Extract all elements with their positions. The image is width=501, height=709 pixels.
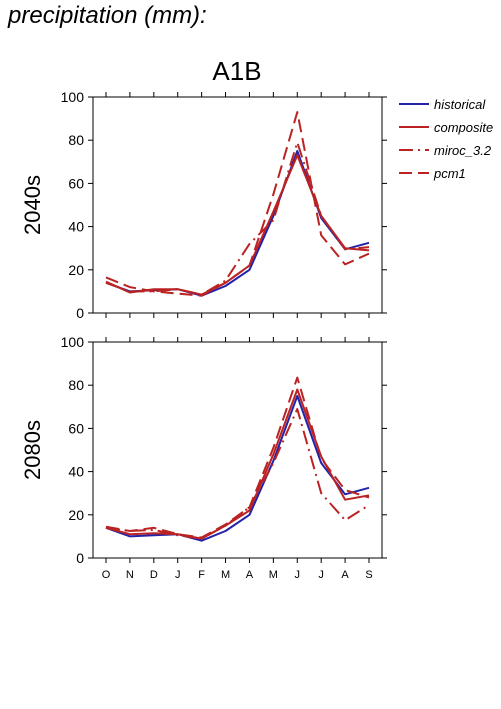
legend-label: historical [434, 97, 486, 112]
plot-frame [92, 96, 383, 314]
y-tick-label: 60 [68, 420, 84, 436]
y-tick-label: 80 [68, 132, 84, 148]
x-tick-label: J [295, 569, 301, 581]
y-tick-label: 80 [68, 377, 84, 393]
legend-entry: miroc_3.2 [399, 143, 492, 158]
x-tick-label: F [198, 569, 205, 581]
series-line-miroc-3-2 [105, 141, 370, 296]
panels-layer: 0 20 40 60 80 100 2040s 0 20 40 60 80 100 O N D J F M A M J J A… [20, 89, 387, 581]
y-tick-label: 20 [68, 262, 84, 278]
y-tick-label: 40 [68, 219, 84, 235]
x-tick-label: A [246, 569, 254, 581]
y-tick-label: 100 [61, 89, 85, 105]
y-axis-label: 2080s [20, 420, 45, 480]
x-tick-label: J [318, 569, 324, 581]
series-line-historical [105, 395, 370, 542]
y-tick-label: 60 [68, 175, 84, 191]
y-tick-label: 0 [76, 550, 84, 566]
x-tick-label: O [102, 569, 111, 581]
y-tick-label: 40 [68, 464, 84, 480]
x-tick-label: M [269, 569, 278, 581]
y-tick-label: 20 [68, 507, 84, 523]
legend-label: composite [434, 120, 493, 135]
legend-entry: historical [399, 97, 486, 112]
plot-frame [92, 341, 383, 559]
series-line-pcm1 [105, 376, 370, 539]
legend-label: miroc_3.2 [434, 143, 492, 158]
x-tick-label: N [126, 569, 134, 581]
x-tick-label: D [150, 569, 158, 581]
legend-entry: composite [399, 120, 493, 135]
x-tick-label: A [341, 569, 349, 581]
x-tick-label: J [175, 569, 181, 581]
legend-entry: pcm1 [399, 166, 466, 181]
x-tick-label: S [365, 569, 372, 581]
chart-title: A1B [212, 56, 261, 86]
y-tick-label: 0 [76, 305, 84, 321]
panel-1: 0 20 40 60 80 100 2040s [20, 89, 387, 321]
page-title: precipitation (mm): [8, 2, 207, 29]
series-line-pcm1 [105, 111, 370, 297]
panel-2: 0 20 40 60 80 100 O N D J F M A M J J A S 2080s [20, 334, 387, 581]
x-tick-label: M [221, 569, 230, 581]
y-axis-label: 2040s [20, 175, 45, 235]
legend: historical composite miroc_3.2 pcm1 [399, 97, 493, 181]
legend-label: pcm1 [433, 166, 466, 181]
y-tick-label: 100 [61, 334, 85, 350]
